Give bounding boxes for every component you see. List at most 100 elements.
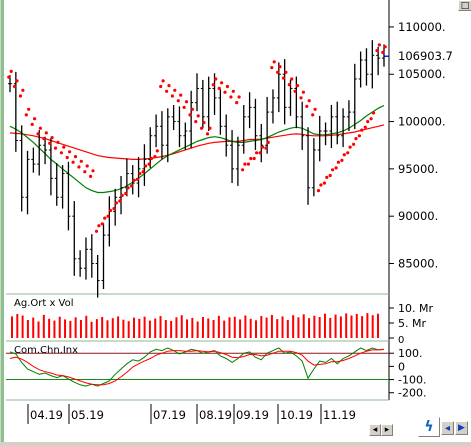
psar-dot — [225, 84, 229, 89]
psar-dot — [7, 75, 11, 79]
psar-dot — [114, 201, 118, 205]
psar-dot — [334, 166, 338, 170]
psar-dot — [24, 113, 28, 117]
psar-dot — [377, 43, 381, 47]
psar-dot — [375, 49, 379, 53]
psar-dot — [369, 117, 373, 121]
psar-dot — [73, 155, 78, 159]
psar-dot — [155, 149, 159, 153]
psar-dot — [83, 170, 87, 174]
psar-dot — [106, 214, 110, 218]
psar-dot — [79, 159, 83, 163]
window-corner-button[interactable]: □ — [458, 0, 471, 11]
psar-dot — [77, 165, 81, 169]
psar-dot — [176, 99, 180, 103]
price-y-tick-label: 90000. — [398, 209, 438, 223]
psar-dot — [194, 120, 198, 124]
x-axis-tick-label: 08.19 — [199, 408, 232, 422]
volume-y-tick-label: 10. Mr — [398, 302, 433, 315]
psar-dot — [202, 120, 206, 125]
psar-dot — [149, 156, 153, 161]
price-y-tick-label: 100000. — [398, 115, 446, 129]
refresh-icon[interactable]: ϟ — [418, 417, 440, 437]
psar-dot — [159, 84, 163, 89]
psar-dot — [182, 105, 186, 109]
scroll-left-button[interactable]: ◂ — [369, 424, 381, 436]
psar-dot — [27, 107, 31, 111]
psar-dot — [124, 191, 128, 196]
psar-dot — [295, 84, 300, 88]
psar-dot — [38, 126, 43, 130]
scroll-right-button[interactable]: ▸ — [381, 424, 393, 436]
indicator-panel-title: Com.Chn.Inx — [14, 345, 79, 356]
psar-dot — [336, 160, 340, 164]
psar-dot — [33, 117, 37, 121]
psar-dot — [348, 145, 352, 149]
psar-dot — [103, 216, 107, 220]
psar-dot — [272, 60, 276, 64]
psar-dot — [357, 134, 361, 138]
psar-dot — [50, 136, 54, 140]
psar-dot — [366, 120, 370, 124]
psar-dot — [30, 122, 34, 126]
psar-dot — [243, 162, 247, 166]
psar-dot — [290, 77, 294, 81]
psar-dot — [179, 93, 183, 97]
last-price-label: 106903.7 — [398, 49, 453, 63]
indicator-panel: 100.0-100.-200. — [6, 347, 426, 400]
psar-dot — [301, 90, 305, 94]
volume-panel-title: Ag.Ort x Vol — [14, 298, 74, 309]
psar-dot — [383, 45, 387, 49]
psar-dot — [229, 95, 233, 99]
psar-dot — [141, 170, 145, 174]
psar-dot — [62, 145, 66, 149]
psar-dot — [270, 66, 274, 70]
psar-dot — [13, 84, 17, 89]
psar-dot — [68, 150, 72, 154]
psar-dot — [346, 151, 350, 155]
indicator-y-tick-label: -200. — [398, 387, 426, 400]
psar-dot — [196, 114, 200, 118]
psar-dot — [205, 132, 210, 136]
psar-dot — [319, 183, 323, 187]
psar-dot — [100, 222, 104, 226]
psar-dot — [281, 76, 286, 80]
frame-left-border — [1, 0, 4, 442]
psar-dot — [223, 90, 227, 94]
play-button[interactable]: ▶ — [455, 421, 468, 435]
psar-dot — [18, 94, 23, 98]
psar-dot — [89, 174, 93, 178]
psar-dot — [287, 83, 291, 87]
psar-dot — [307, 99, 311, 103]
psar-dot — [161, 79, 165, 83]
psar-dot — [190, 107, 194, 111]
x-axis-tick-label: 04.19 — [30, 408, 63, 422]
psar-dot — [360, 128, 364, 132]
psar-dot — [266, 140, 270, 144]
psar-dot — [56, 140, 60, 144]
psar-dot — [241, 168, 245, 172]
horizontal-scrollbar[interactable]: ◂ ▸ — [369, 424, 393, 438]
x-axis-tick-label: 07.19 — [153, 408, 186, 422]
indicator-y-tick-label: 100. — [398, 347, 423, 360]
volume-panel: 10. Mr 5. Mr 0 — [11, 302, 433, 346]
psar-dot — [153, 155, 157, 159]
psar-dot — [278, 65, 282, 69]
x-axis-tick-label: 11.19 — [323, 408, 356, 422]
psar-dot — [44, 131, 48, 135]
psar-dot — [167, 84, 171, 88]
price-y-tick-label: 85000. — [398, 257, 438, 271]
psar-dot — [59, 151, 64, 155]
psar-dot — [184, 100, 189, 104]
psar-dot — [170, 94, 174, 98]
psar-dot — [71, 160, 75, 164]
psar-dot — [173, 88, 177, 92]
scroll-back-button[interactable]: ◂ — [441, 421, 454, 435]
x-axis-tick-label: 09.19 — [236, 408, 269, 422]
psar-dot — [42, 137, 46, 141]
psar-dot — [299, 96, 303, 100]
psar-dot — [237, 95, 241, 99]
psar-dot — [311, 113, 315, 117]
